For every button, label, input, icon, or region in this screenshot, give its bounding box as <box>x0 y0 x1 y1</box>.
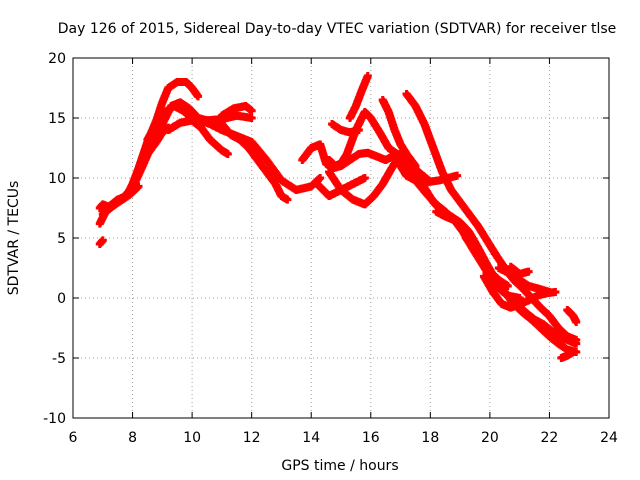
x-tick-label: 22 <box>541 430 559 446</box>
data-point <box>411 162 420 170</box>
data-point <box>247 114 256 122</box>
chart-title: Day 126 of 2015, Sidereal Day-to-day VTE… <box>58 21 617 37</box>
y-axis: -10 -5 0 5 10 15 20 <box>43 51 609 427</box>
y-tick-label: -5 <box>52 351 66 367</box>
data-point <box>572 339 581 348</box>
y-tick-label: 10 <box>48 171 66 187</box>
y-tick-label: 15 <box>48 111 66 127</box>
data-point <box>247 106 256 115</box>
data-point <box>134 182 143 191</box>
x-tick-label: 14 <box>302 430 320 446</box>
x-tick-label: 10 <box>183 430 201 446</box>
x-tick-label: 12 <box>243 430 261 446</box>
y-tick-label: -10 <box>43 411 66 427</box>
x-tick-label: 8 <box>128 430 137 446</box>
x-tick-label: 18 <box>421 430 439 446</box>
data-points <box>95 72 581 362</box>
data-point <box>453 171 462 180</box>
y-tick-label: 5 <box>57 231 66 247</box>
x-tick-label: 16 <box>362 430 380 446</box>
data-point <box>551 288 560 296</box>
x-tick-label: 6 <box>69 430 78 446</box>
data-point <box>363 72 372 80</box>
data-point <box>283 195 292 204</box>
x-axis-label: GPS time / hours <box>281 458 398 474</box>
data-point <box>354 126 363 134</box>
y-tick-label: 20 <box>48 51 66 67</box>
x-tick-label: 20 <box>481 430 499 446</box>
x-axis: 6 8 10 12 14 16 18 20 22 24 <box>69 58 618 446</box>
x-tick-label: 24 <box>600 430 618 446</box>
data-point <box>569 348 578 356</box>
data-point <box>545 288 554 296</box>
data-point <box>360 174 369 182</box>
data-point <box>515 294 524 302</box>
data-point <box>98 236 107 245</box>
data-point <box>503 282 512 290</box>
data-point <box>396 150 405 158</box>
grid <box>73 58 609 418</box>
y-tick-label: 0 <box>57 291 66 307</box>
y-axis-label: SDTVAR / TECUs <box>6 181 22 296</box>
data-point <box>524 267 533 276</box>
data-point <box>194 92 203 101</box>
data-point <box>223 150 232 158</box>
data-point <box>316 174 325 182</box>
data-point <box>572 318 581 326</box>
